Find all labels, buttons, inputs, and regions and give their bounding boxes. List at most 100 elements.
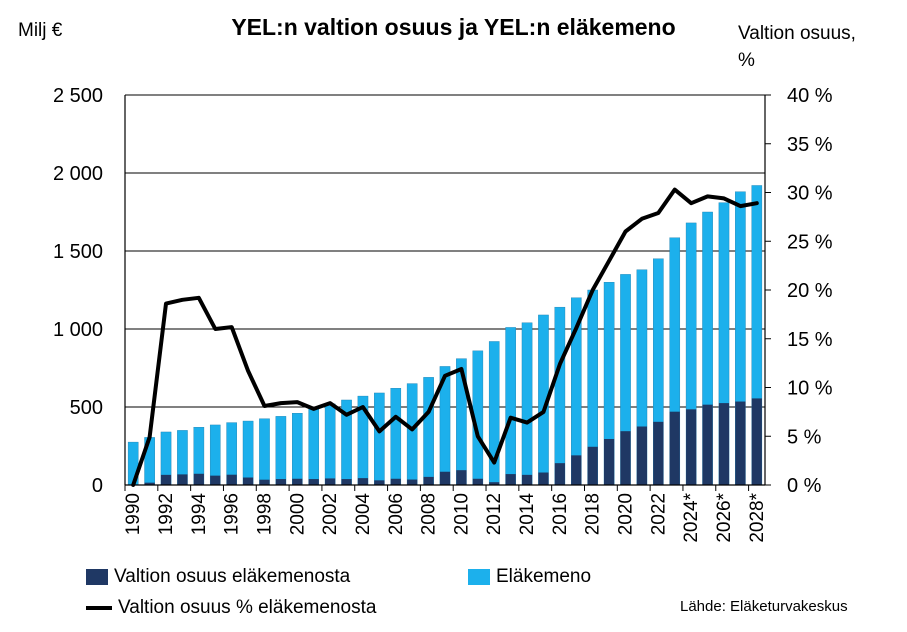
bar-valtion-osuus [390,478,401,485]
legend-item-state-share-pct: Valtion osuus % eläkemenosta [86,597,376,619]
bar-elakemeno [324,403,336,486]
bar-elakemeno [390,388,402,486]
legend-item-state-share: Valtion osuus eläkemenosta [86,566,350,588]
left-axis-label: Milj € [18,20,63,41]
right-tick-label: 10 % [787,378,833,400]
bar-elakemeno [521,322,533,486]
bar-valtion-osuus [521,474,533,485]
bar-valtion-osuus [210,475,221,485]
left-tick-labels: 0 500 1 000 1 500 2 000 2 500 [53,85,103,497]
bar-valtion-osuus [439,471,451,485]
bars-elakemeno [127,185,763,486]
bar-elakemeno [242,420,254,486]
bar-valtion-osuus [554,463,565,485]
x-tick-label: 2016 [550,493,571,535]
bar-valtion-osuus [226,474,237,485]
left-tick-label: 500 [70,397,103,419]
bar-valtion-osuus [653,421,664,485]
right-tick-label: 20 % [787,280,833,302]
bar-valtion-osuus [636,426,648,485]
bar-valtion-osuus [620,431,631,485]
bar-elakemeno [259,418,270,486]
legend-item-pension-expenditure: Eläkemeno [468,566,591,588]
x-tick-label: 2020 [616,493,637,535]
left-tick-label: 2 000 [53,163,103,185]
bar-valtion-osuus [374,480,385,485]
legend-swatch-dark [86,568,108,585]
x-tick-label: 2014 [517,493,538,536]
bar-valtion-osuus [505,474,516,485]
bar-elakemeno [374,392,385,486]
bar-valtion-osuus [193,473,204,485]
x-tick-label: 2004 [353,493,374,536]
bar-valtion-osuus [604,438,615,485]
x-tick-label: 2018 [583,493,604,535]
bar-valtion-osuus [160,474,172,485]
source-note: Lähde: Eläketurvakeskus [680,598,848,615]
legend-label-state-share: Valtion osuus eläkemenosta [114,566,351,587]
right-tick-label: 15 % [787,329,833,351]
left-tick-label: 1 000 [53,319,103,341]
left-tick-label: 0 [92,475,103,497]
left-tick-label: 2 500 [53,85,103,107]
bar-valtion-osuus [325,478,336,485]
bar-elakemeno [275,416,287,486]
bar-valtion-osuus [718,403,730,485]
x-tick-label: 2010 [451,493,472,535]
x-tick-label: 2008 [419,493,440,535]
legend-label-pension-expenditure: Eläkemeno [496,566,592,587]
bar-valtion-osuus [242,477,254,485]
x-tick-label: 1990 [123,493,144,535]
gridlines [125,94,765,408]
line-valtion-osuus-pct [131,187,759,487]
x-tick-labels: 1990 1992 1994 1996 1998 2000 2002 2004 2006 2008… [123,492,768,542]
x-tick-label: 2026* [714,492,735,542]
x-tick-label: 2000 [287,493,308,535]
bar-valtion-osuus [357,478,369,485]
bar-valtion-osuus [259,479,270,485]
right-tick-label: 25 % [787,231,833,253]
bar-elakemeno [423,377,434,486]
right-tick-label: 30 % [787,183,833,205]
bar-valtion-osuus [292,478,303,485]
x-tick-label: 2006 [386,493,407,535]
left-tick-label: 1 500 [53,241,103,263]
bar-valtion-osuus [308,479,319,485]
bar-elakemeno [292,413,303,486]
bar-elakemeno [554,306,566,486]
legend-label-state-share-pct: Valtion osuus % eläkemenosta [118,597,377,618]
right-tick-label: 0 % [787,475,822,497]
x-tick-label: 2024* [681,492,702,542]
bar-valtion-osuus [275,479,286,485]
right-tick-label: 40 % [787,85,833,107]
bar-valtion-osuus [489,482,500,485]
bar-valtion-osuus [407,479,418,485]
chart-title: YEL:n valtion osuus ja YEL:n eläkemeno [231,14,676,40]
bars-valtion-osuus [128,398,762,485]
bar-valtion-osuus [571,455,582,485]
x-tick-label: 2028* [747,492,768,542]
bar-valtion-osuus [456,470,467,485]
axes [124,94,771,491]
bar-valtion-osuus [669,411,680,485]
bar-valtion-osuus [751,398,762,485]
bar-valtion-osuus [472,478,483,485]
bar-valtion-osuus [735,401,746,485]
bar-elakemeno [406,383,418,486]
bar-valtion-osuus [538,472,549,485]
right-tick-labels: 0 % 5 % 10 % 15 % 20 % 25 % 30 % 35 % 40 % [787,85,833,497]
bar-valtion-osuus [341,479,352,485]
x-tick-label: 1998 [254,493,275,535]
bar-elakemeno [505,327,516,486]
legend-swatch-line [86,605,112,610]
legend-swatch-light [468,568,490,585]
right-tick-label: 5 % [787,426,822,448]
right-axis-label: Valtion osuus, % [738,23,856,71]
bar-valtion-osuus [702,404,713,485]
right-tick-label: 35 % [787,134,833,156]
x-tick-label: 1994 [189,493,210,536]
bar-valtion-osuus [587,446,598,485]
x-tick-label: 1992 [156,493,177,535]
line-series-valtion-osuus-pct [131,187,759,487]
bar-valtion-osuus [177,474,188,485]
